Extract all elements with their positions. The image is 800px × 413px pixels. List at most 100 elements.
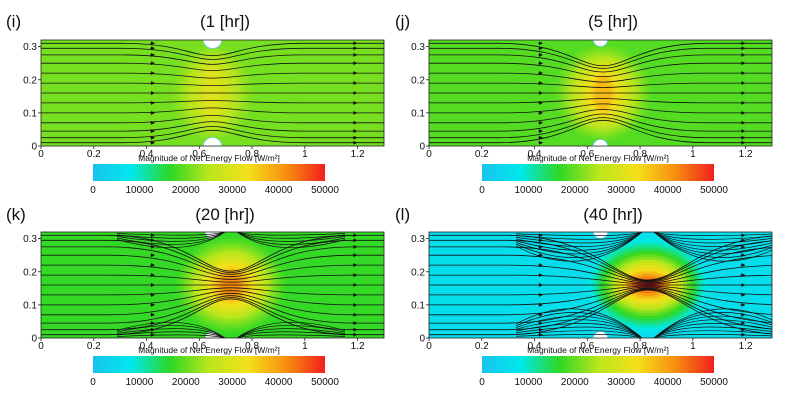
recirculation-zones bbox=[116, 232, 346, 338]
recirculation-line bbox=[236, 232, 346, 245]
recirculation-line bbox=[236, 325, 346, 338]
recirculation-line bbox=[515, 232, 643, 244]
top-obstacle bbox=[202, 40, 223, 49]
recirculation-line bbox=[653, 319, 772, 338]
streamline bbox=[429, 246, 772, 282]
chart-title: (20 [hr]) bbox=[195, 205, 255, 224]
streamline bbox=[429, 62, 772, 78]
recirculation-line bbox=[515, 232, 643, 262]
x-tick-label: 0 bbox=[426, 341, 432, 352]
colorbar-tick-label: 50000 bbox=[700, 185, 728, 196]
recirculation-line bbox=[116, 232, 226, 236]
x-tick-label: 0.4 bbox=[140, 341, 154, 352]
recirculation-line bbox=[515, 326, 643, 338]
energy-field bbox=[41, 40, 384, 146]
x-tick-label: 0.6 bbox=[192, 341, 206, 352]
colorbar-caption: Magnitude of Net Energy Flow [W/m²] bbox=[527, 153, 669, 163]
recirculation-line bbox=[116, 325, 226, 338]
x-tick-label: 0.8 bbox=[633, 149, 647, 160]
x-tick-label: 0.2 bbox=[475, 341, 489, 352]
y-tick-label: 0 bbox=[419, 334, 425, 345]
x-tick-label: 0 bbox=[426, 149, 432, 160]
recirculation-line bbox=[116, 334, 226, 338]
streamline bbox=[429, 113, 772, 132]
colorbar-tick-label: 30000 bbox=[218, 377, 246, 388]
y-tick-label: 0 bbox=[419, 142, 425, 153]
recirculation-line bbox=[653, 232, 772, 262]
streamline bbox=[429, 286, 772, 306]
x-tick-label: 0.4 bbox=[528, 341, 542, 352]
colorbar-tick-label: 50000 bbox=[700, 377, 728, 388]
recirculation-line bbox=[653, 232, 772, 244]
recirculation-line bbox=[653, 232, 772, 255]
colorbar bbox=[482, 356, 714, 373]
streamlines bbox=[41, 41, 384, 145]
colorbar-tick-label: 20000 bbox=[172, 377, 200, 388]
colorbar-tick-label: 30000 bbox=[607, 185, 635, 196]
colorbar-tick-label: 30000 bbox=[218, 185, 246, 196]
streamline bbox=[429, 103, 772, 114]
streamlines bbox=[429, 233, 772, 337]
x-tick-label: 1.2 bbox=[739, 149, 753, 160]
energy-field bbox=[429, 232, 772, 338]
recirculation-line bbox=[116, 232, 226, 245]
x-tick-label: 1 bbox=[690, 149, 696, 160]
colorbar-tick-label: 30000 bbox=[607, 377, 635, 388]
x-tick-label: 1 bbox=[302, 341, 308, 352]
colorbar-caption: Magnitude of Net Energy Flow [W/m²] bbox=[138, 153, 280, 163]
colorbar-tick-label: 0 bbox=[479, 377, 485, 388]
y-tick-label: 0.1 bbox=[411, 108, 425, 119]
recirculation-line bbox=[116, 322, 226, 338]
recirculation-line bbox=[653, 315, 772, 338]
recirculation-line bbox=[236, 328, 346, 338]
streamlines bbox=[41, 233, 384, 337]
chart-panel: (j) (5 [hr]) 0 0.1 0.2 0.3 0 0.2 0.4 0.6 0.8 1 1.2 Ma… bbox=[395, 12, 773, 196]
streamline bbox=[429, 54, 772, 73]
colorbar-tick-label: 0 bbox=[479, 185, 485, 196]
streamline bbox=[429, 239, 772, 281]
plot-frame bbox=[40, 231, 385, 339]
streamline bbox=[429, 47, 772, 69]
recirculation-line bbox=[653, 323, 772, 338]
y-tick-label: 0.2 bbox=[23, 267, 37, 278]
colorbar bbox=[482, 164, 714, 181]
recirculation-line bbox=[236, 331, 346, 338]
streamline bbox=[429, 287, 772, 316]
plot-frame bbox=[428, 39, 773, 147]
recirculation-line bbox=[515, 323, 643, 338]
x-tick-label: 0.8 bbox=[245, 149, 259, 160]
recirculation-line bbox=[236, 232, 346, 239]
streamline bbox=[41, 254, 384, 278]
plot-frame bbox=[428, 231, 773, 339]
x-tick-label: 0.8 bbox=[633, 341, 647, 352]
streamline bbox=[41, 239, 384, 273]
x-tick-label: 1 bbox=[302, 149, 308, 160]
panel-label: (k) bbox=[6, 205, 26, 224]
recirculation-line bbox=[515, 232, 643, 255]
recirculation-line bbox=[515, 308, 643, 338]
x-tick-label: 0.6 bbox=[580, 341, 594, 352]
chart-panel: (l) (40 [hr]) 0 0.1 0.2 0.3 0 0.2 0.4 0.6 0.8 1 1.2 M… bbox=[395, 205, 773, 388]
colorbar-caption: Magnitude of Net Energy Flow [W/m²] bbox=[527, 345, 669, 355]
bottom-obstacle bbox=[202, 137, 223, 146]
x-tick-label: 0.6 bbox=[192, 149, 206, 160]
recirculation-line bbox=[653, 333, 772, 338]
panel-label: (j) bbox=[395, 12, 410, 31]
y-tick-label: 0.2 bbox=[23, 75, 37, 86]
recirculation-line bbox=[653, 232, 772, 237]
x-tick-label: 0 bbox=[38, 341, 44, 352]
streamline bbox=[41, 246, 384, 275]
y-tick-label: 0.2 bbox=[411, 267, 425, 278]
bottom-obstacle bbox=[592, 139, 609, 146]
x-tick-label: 0 bbox=[38, 149, 44, 160]
colorbar-tick-label: 10000 bbox=[125, 377, 153, 388]
recirculation-line bbox=[515, 232, 643, 247]
recirculation-line bbox=[653, 232, 772, 251]
top-obstacle bbox=[592, 232, 609, 239]
streamline bbox=[429, 108, 772, 124]
top-obstacle bbox=[592, 40, 609, 47]
x-tick-label: 1.2 bbox=[351, 341, 365, 352]
x-tick-label: 1.2 bbox=[351, 149, 365, 160]
streamline bbox=[429, 285, 772, 296]
